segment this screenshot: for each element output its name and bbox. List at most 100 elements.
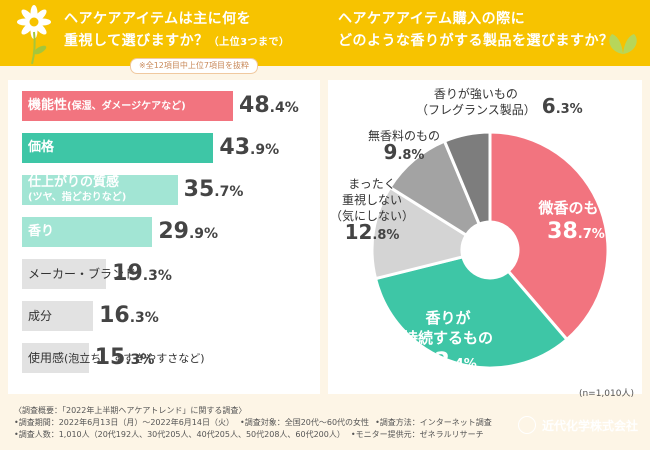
bar-value-int: 48 [239, 93, 270, 118]
footer-method: •調査方法：インターネット調査 [375, 418, 492, 427]
bar-label-sub: (保湿、ダメージケアなど) [67, 101, 186, 112]
bar-value-dec: .3% [142, 268, 172, 284]
pie-slice-name: 微香のもの [538, 199, 614, 217]
header-banner: ヘアケアアイテムは主に何を 重視して選びますか？（上位3つまで） ヘアケアアイテ… [0, 0, 650, 66]
bar-value-dec: .7% [214, 184, 244, 200]
bar-value-label: 19.3% [112, 259, 172, 291]
footer-count: •調査人数：1,010人（20代192人、30代205人、40代205人、50代… [14, 430, 345, 439]
bar-value-dec: .9% [188, 226, 219, 242]
brand-logo-icon [518, 416, 536, 434]
pie-slice-value: 12.8% [330, 222, 414, 244]
bar [22, 343, 89, 373]
pie-slice [488, 130, 610, 342]
pie-value-int: 6 [541, 94, 556, 118]
footer-period: •調査期間：2022年6月13日（月）～2022年6月14日（火） [14, 418, 234, 427]
brand-name: 近代化学株式会社 [542, 418, 639, 433]
bar-label-sub: (泡立ち、すすぎやすさなど) [64, 352, 205, 365]
question-1-line2: 重視して選びますか？ [64, 33, 209, 49]
bar [22, 91, 234, 121]
bar-value-int: 43 [219, 135, 251, 160]
pie-value-dec: .8% [397, 148, 425, 163]
pie-slice-label: 香りが強いもの （フレグランス製品） 6.3% [416, 86, 583, 118]
bar-label-sub: (ツヤ、指どおりなど) [28, 192, 127, 203]
bar [22, 133, 214, 163]
pie-slice-value: 38.7% [538, 218, 613, 249]
bar-label: 仕上がりの質感 (ツヤ、指どおりなど) [28, 176, 126, 205]
pie-value-dec: .7% [577, 227, 605, 242]
pie-slice-name: 重視しない [341, 193, 403, 207]
question-1: ヘアケアアイテムは主に何を 重視して選びますか？（上位3つまで） [64, 8, 290, 54]
question-2: ヘアケアアイテム購入の際に どのような香りがする製品を選びますか？ [338, 8, 614, 52]
bar-value-int: 19 [112, 261, 143, 286]
question-1-note: （上位3つまで） [208, 37, 290, 48]
pie-slice-name: （フレグランス製品） [416, 103, 536, 117]
pie-slice-names: 香りが強いもの （フレグランス製品） [416, 86, 536, 118]
bar-value-dec: .4% [269, 100, 299, 116]
question-2-line2: どのような香りがする製品を選びますか？ [338, 33, 614, 49]
pie-chart-svg [370, 130, 610, 370]
question-2-line1: ヘアケアアイテム購入の際に [338, 11, 526, 27]
subnote: ※全12項目中上位7項目を抜粋 [130, 58, 258, 74]
leaf-icon [609, 34, 637, 54]
footer-target: •調査対象：全国20代～60代の女性 [239, 418, 370, 427]
bar-value-dec: .3% [125, 352, 155, 368]
footer-provider: •モニター提供元：ゼネラルリサーチ [350, 430, 484, 439]
bar-chart: 機能性(保湿、ダメージケアなど) 48.4% 価格 43.9% 仕上がりの質感 (ツヤ、指… [8, 80, 320, 394]
pie-slice [442, 130, 492, 227]
pie-value-int: 12 [344, 220, 373, 244]
bar [22, 301, 94, 331]
pie-slice-label: 微香のもの 38.7% [538, 198, 613, 249]
bar-label-main: 成分 [28, 309, 53, 323]
question-1-line1: ヘアケアアイテムは主に何を [64, 11, 252, 27]
bar-label-main: 価格 [28, 140, 55, 155]
bar-value-label: 15.3% [95, 343, 155, 375]
pie-value-dec: .4% [449, 357, 477, 372]
bar [22, 217, 153, 247]
bar-value-dec: .9% [250, 142, 280, 158]
bar-value-label: 48.4% [239, 91, 299, 123]
bar-value-label: 43.9% [219, 133, 279, 165]
sample-size-label: (n=1,010人) [578, 389, 634, 399]
pie-slice-name: （気にしない） [329, 209, 415, 223]
bar-label-main: メーカー・ブランド [28, 267, 137, 281]
bar-label: 価格 [28, 141, 54, 155]
pie-slice-name: まったく [348, 177, 396, 191]
pie-slice-name: 香りが強いもの [433, 87, 518, 101]
pie-value-dec: .3% [555, 102, 583, 117]
pie-value-int: 9 [383, 140, 398, 164]
bar-label-main: 仕上がりの質感 [28, 175, 120, 190]
bar-value-int: 15 [94, 345, 126, 370]
pie-value-dec: .8% [372, 228, 400, 243]
pie-slice [373, 254, 570, 370]
pie-slice-name: 無香料のもの [368, 129, 441, 143]
pie-slice-value: 9.8% [368, 142, 440, 164]
pie-value-int: 32 [419, 349, 450, 374]
bar-label: メーカー・ブランド [28, 267, 136, 281]
pie-value-int: 38 [547, 219, 578, 244]
pie-chart: 微香のもの 38.7% 香りが 持続するもの 32.4% まったく 重視しない （気にしない）… [328, 80, 642, 394]
footer-line1: 〈調査概要：「2022年上半期ヘアケアトレンド」に関する調査〉 [14, 406, 247, 415]
bar-label-main: 使用感 [28, 351, 65, 365]
bar-label: 機能性(保湿、ダメージケアなど) [28, 99, 186, 114]
bar-value-dec: .3% [129, 310, 159, 326]
bar-label-main: 機能性 [28, 98, 68, 113]
bar-value-int: 16 [99, 303, 130, 328]
footer: 〈調査概要：「2022年上半期ヘアケアトレンド」に関する調査〉 •調査期間：20… [14, 405, 498, 441]
bar-value-int: 35 [183, 177, 215, 202]
bar-label: 香り [28, 225, 54, 239]
daisy-icon [17, 5, 51, 65]
bar-label-main: 香り [28, 224, 55, 239]
bar-label: 使用感(泡立ち、すすぎやすさなど) [28, 351, 205, 366]
bar [22, 259, 107, 289]
pie-slice [370, 185, 469, 281]
bar-value-label: 35.7% [184, 175, 244, 207]
brand: 近代化学株式会社 [518, 416, 638, 434]
pie-slice-name: 香りが [425, 309, 471, 327]
pie-slice-label: まったく重視しない （気にしない） 12.8% [330, 176, 414, 244]
pie-slice-label: 無香料のもの 9.8% [368, 128, 440, 164]
pie-slice-value: 32.4% [403, 348, 493, 379]
bar-value-int: 29 [158, 219, 189, 244]
bar-value-label: 29.9% [158, 217, 218, 249]
pie-slice-row: 香りが強いもの （フレグランス製品） 6.3% [416, 86, 583, 118]
bar-label: 成分 [28, 309, 52, 323]
